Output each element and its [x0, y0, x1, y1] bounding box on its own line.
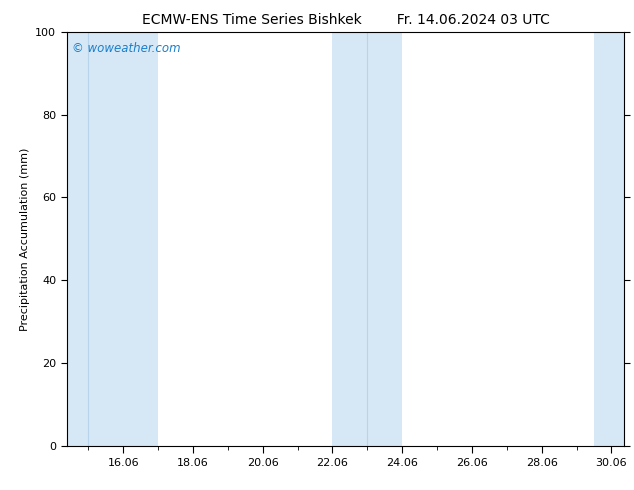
Bar: [67, 32, 88, 446]
Title: ECMW-ENS Time Series Bishkek        Fr. 14.06.2024 03 UTC: ECMW-ENS Time Series Bishkek Fr. 14.06.2…: [141, 13, 550, 26]
Bar: [594, 32, 624, 446]
Y-axis label: Precipitation Accumulation (mm): Precipitation Accumulation (mm): [20, 147, 30, 331]
Text: © woweather.com: © woweather.com: [72, 42, 181, 55]
Bar: [332, 32, 402, 446]
Bar: [88, 32, 158, 446]
